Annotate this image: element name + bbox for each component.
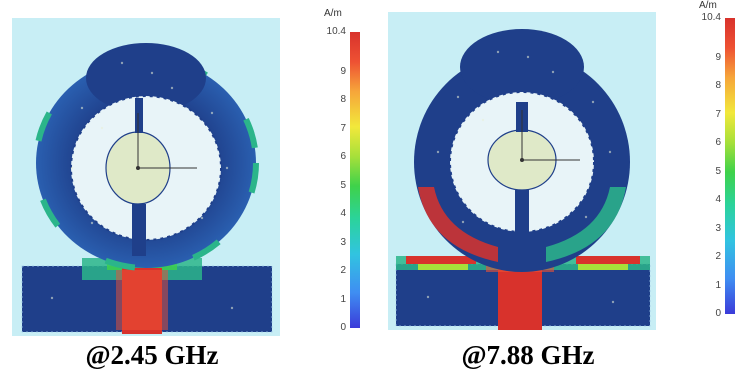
- colorbar-tick: 5: [715, 165, 721, 177]
- colorbar-tick: 7: [340, 122, 346, 134]
- colorbar-tick: 5: [340, 179, 346, 191]
- colorbar-tick: 2: [715, 251, 721, 263]
- colorbar-tick: 7: [715, 108, 721, 120]
- colorbar-ticks: 10.4 9 8 7 6 5 4 3 2 1 0: [298, 27, 348, 333]
- colorbar-tick: 1: [715, 279, 721, 291]
- colorbar-tick: 0: [340, 322, 346, 333]
- colorbar-tick: 4: [715, 194, 721, 206]
- colorbar-max-label: 10.4: [326, 26, 346, 37]
- colorbar-ticks: 10.4 9 8 7 6 5 4 3 2 1 0: [673, 13, 723, 319]
- current-distribution-image: [395, 29, 651, 330]
- colorbar-tick: 9: [340, 65, 346, 77]
- field-plot-panel-2-45: A/m 10.4 9 8 7 6 5 4 3 2 1 0 @2.45 GHz: [0, 0, 374, 376]
- frequency-label: @2.45 GHz: [85, 340, 219, 370]
- colorbar-tick: 9: [715, 51, 721, 63]
- colorbar-tick: 6: [715, 137, 721, 149]
- field-plot-panel-7-88: A/m 10.4 9 8 7 6 5 4 3 2 1 0 @7.88 GHz: [375, 0, 749, 376]
- colorbar-tick: 4: [340, 208, 346, 220]
- colorbar-tick: 0: [715, 308, 721, 319]
- frequency-label: @7.88 GHz: [461, 340, 595, 370]
- colorbar-unit: A/m: [324, 8, 342, 19]
- colorbar-gradient: [725, 18, 735, 314]
- colorbar-max-label: 10.4: [701, 12, 721, 23]
- colorbar-tick: 8: [715, 80, 721, 92]
- colorbar: A/m 10.4 9 8 7 6 5 4 3 2 1 0: [673, 0, 735, 340]
- colorbar-tick: 2: [340, 265, 346, 277]
- colorbar-tick: 6: [340, 151, 346, 163]
- colorbar-tick: 8: [340, 94, 346, 106]
- current-distribution-image: [21, 43, 273, 334]
- colorbar-tick: 3: [340, 236, 346, 248]
- surface-current-plot: [388, 12, 656, 330]
- colorbar-unit: A/m: [699, 0, 717, 11]
- colorbar-tick: 3: [715, 222, 721, 234]
- colorbar-tick: 1: [340, 293, 346, 305]
- colorbar-gradient: [350, 32, 360, 328]
- surface-current-plot: [12, 18, 280, 336]
- colorbar: A/m 10.4 9 8 7 6 5 4 3 2 1 0: [298, 8, 360, 348]
